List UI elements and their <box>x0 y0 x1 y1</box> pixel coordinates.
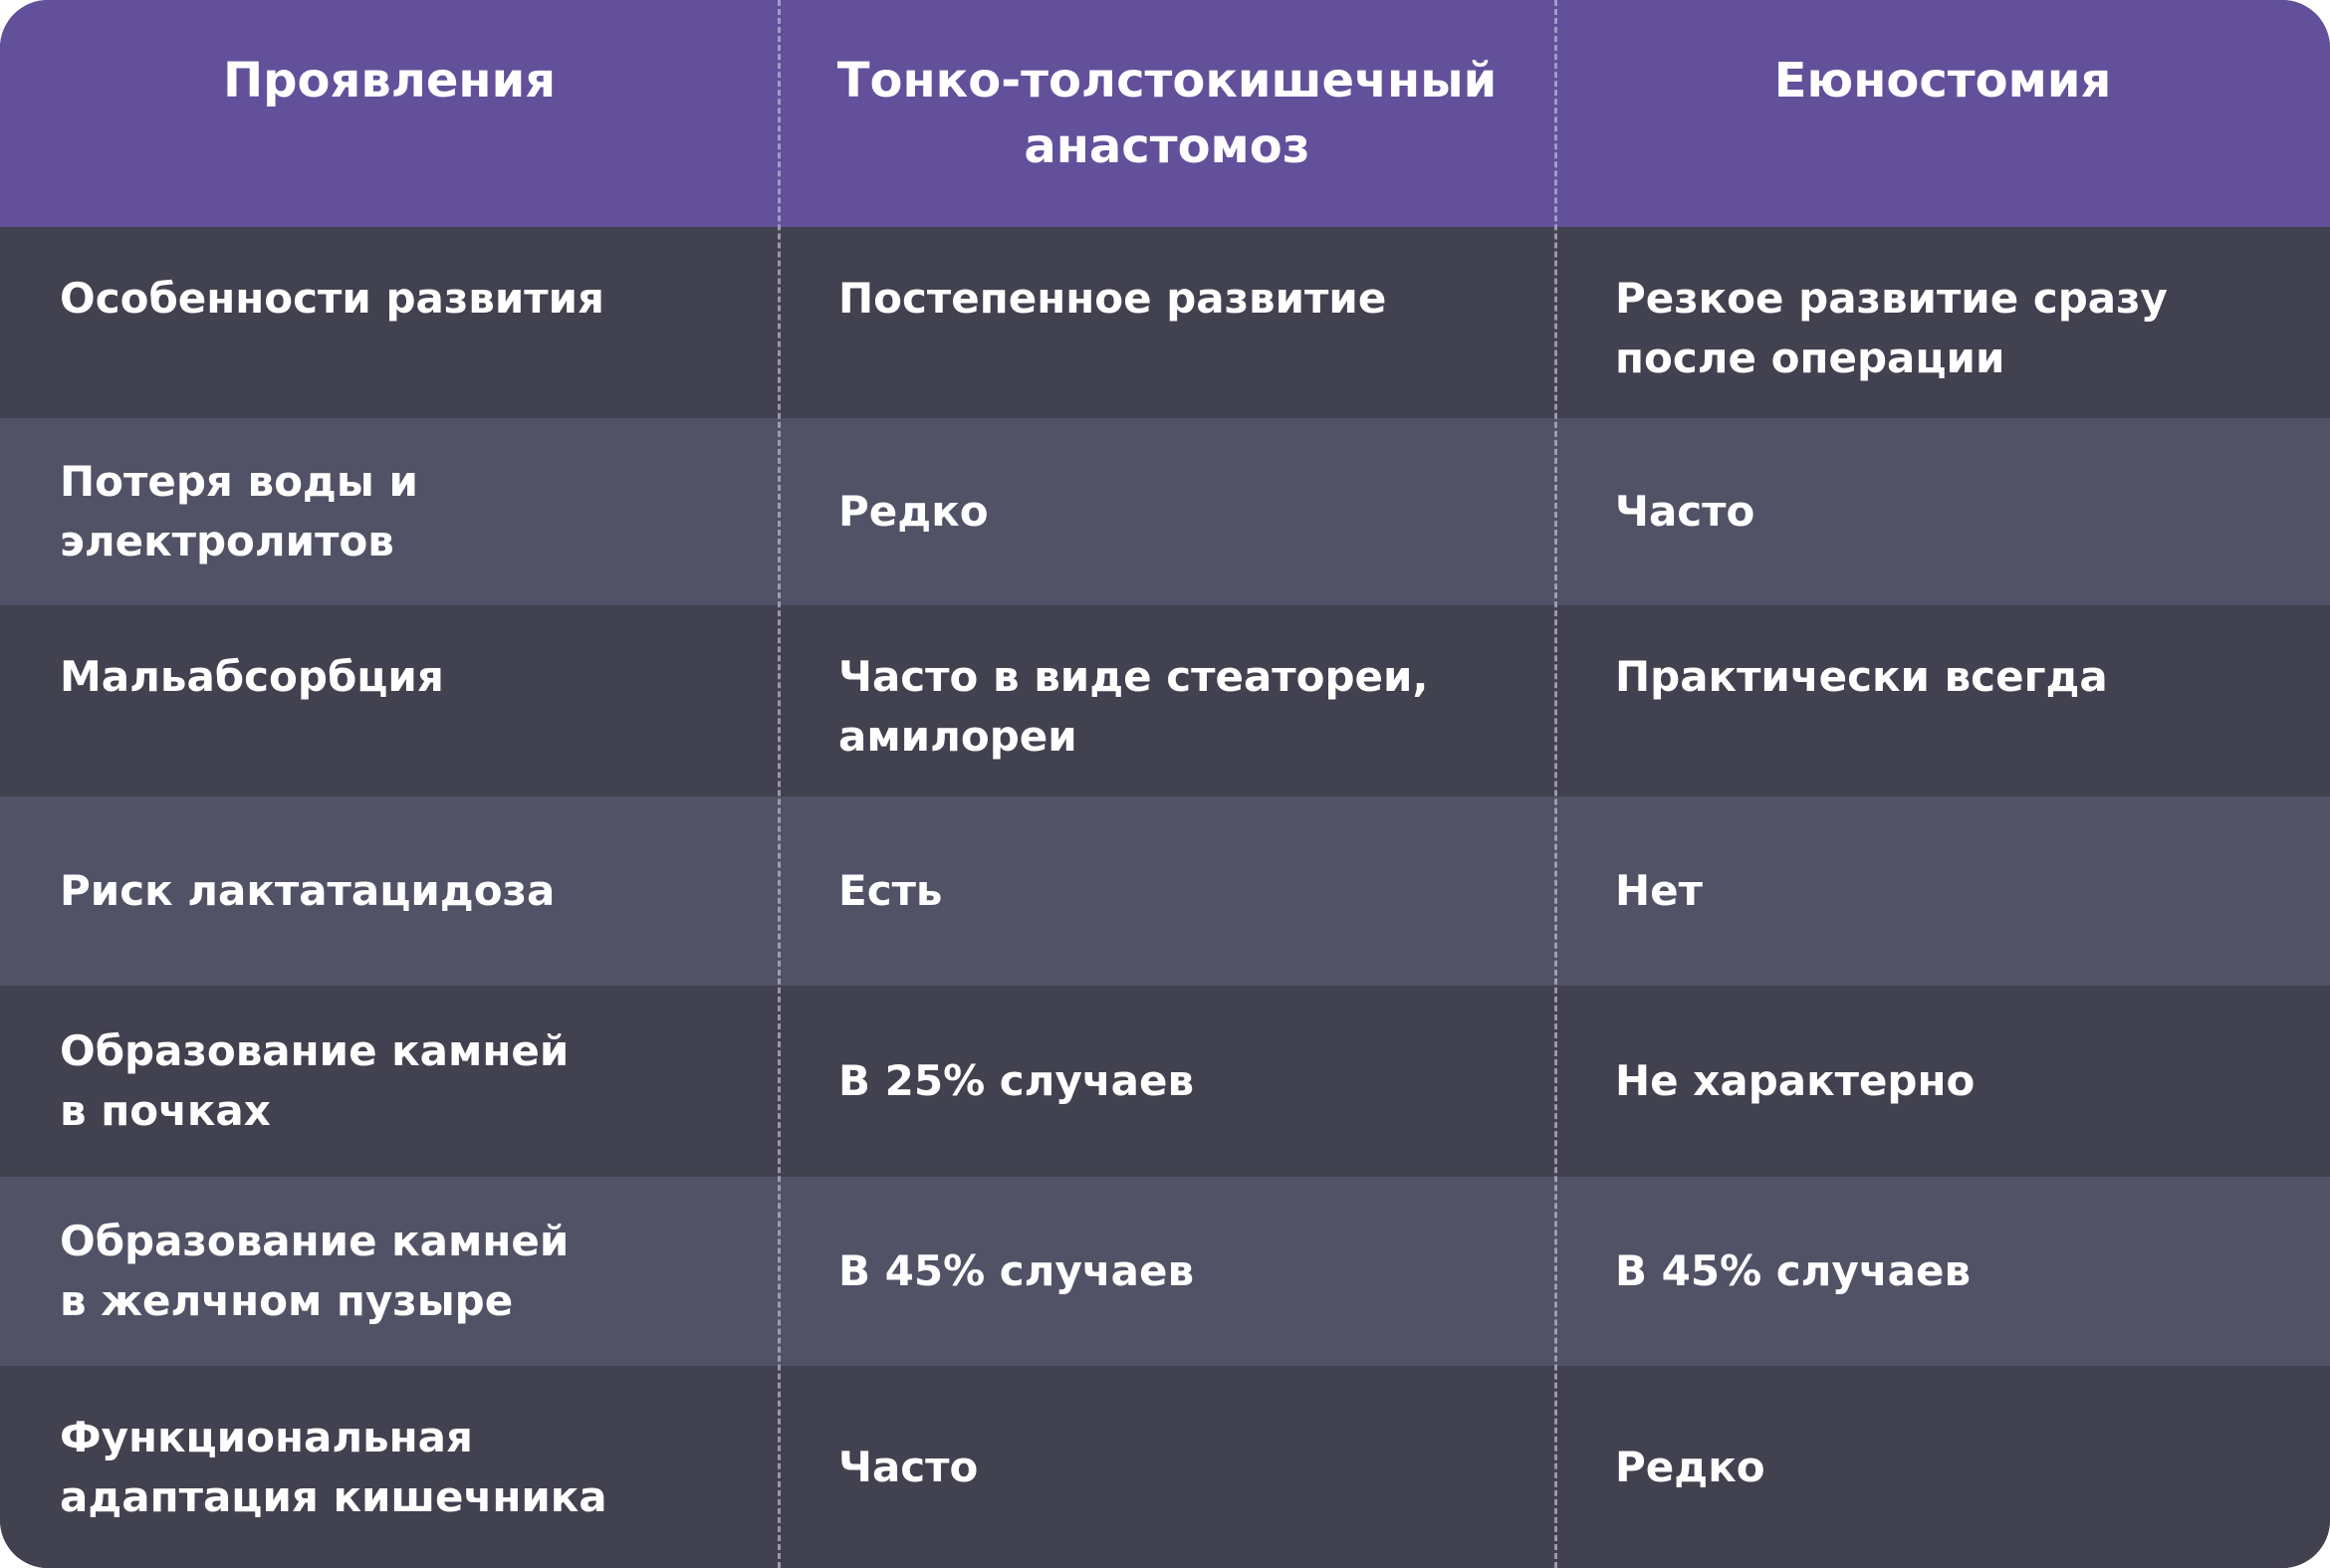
row-jejunostomy-value: Резкое развитие сразу после операции <box>1615 274 2168 382</box>
row-feature: Образование камней в желчном пузыре <box>60 1217 570 1325</box>
table-header: Проявления Тонко-толстокишечный анастомо… <box>0 0 2330 227</box>
row-jejunostomy-value: Практически всегда <box>1615 652 2108 701</box>
column-divider <box>778 0 781 1568</box>
table-row: Мальабсорбция Часто в виде стеатореи, ам… <box>0 605 2330 796</box>
row-jejunostomy-value: Часто <box>1615 487 1755 536</box>
row-feature: Образование камней в почках <box>60 1026 570 1135</box>
row-feature: Особенности развития <box>60 274 605 323</box>
row-feature: Риск лактатацидоза <box>60 866 556 915</box>
table-row: Риск лактатацидоза Есть Нет <box>0 796 2330 986</box>
table-row: Образование камней в желчном пузыре В 45… <box>0 1177 2330 1366</box>
header-col-anastomosis: Тонко-толстокишечный анастомоз <box>836 53 1498 174</box>
header-col-manifestations: Проявления <box>222 53 557 109</box>
row-feature: Потеря воды и электролитов <box>60 457 418 565</box>
column-divider <box>1554 0 1557 1568</box>
row-anastomosis-value: Часто <box>838 1442 979 1491</box>
row-anastomosis-value: Есть <box>838 866 943 915</box>
table-row: Особенности развития Постепенное развити… <box>0 227 2330 418</box>
row-feature: Мальабсорбция <box>60 652 444 701</box>
row-feature: Функциональная адаптация кишечника <box>60 1412 607 1521</box>
table-row: Образование камней в почках В 25% случае… <box>0 986 2330 1177</box>
table-row: Потеря воды и электролитов Редко Часто <box>0 418 2330 605</box>
row-anastomosis-value: В 45% случаев <box>838 1246 1195 1295</box>
row-anastomosis-value: Редко <box>838 487 989 536</box>
row-jejunostomy-value: В 45% случаев <box>1615 1246 1972 1295</box>
row-jejunostomy-value: Нет <box>1615 866 1703 915</box>
row-jejunostomy-value: Редко <box>1615 1442 1765 1491</box>
row-anastomosis-value: Постепенное развитие <box>838 274 1387 323</box>
header-col-jejunostomy: Еюностомия <box>1773 53 2112 109</box>
row-jejunostomy-value: Не характерно <box>1615 1056 1976 1105</box>
row-anastomosis-value: В 25% случаев <box>838 1056 1195 1105</box>
table-row: Функциональная адаптация кишечника Часто… <box>0 1366 2330 1568</box>
row-anastomosis-value: Часто в виде стеатореи, амилореи <box>838 652 1429 761</box>
